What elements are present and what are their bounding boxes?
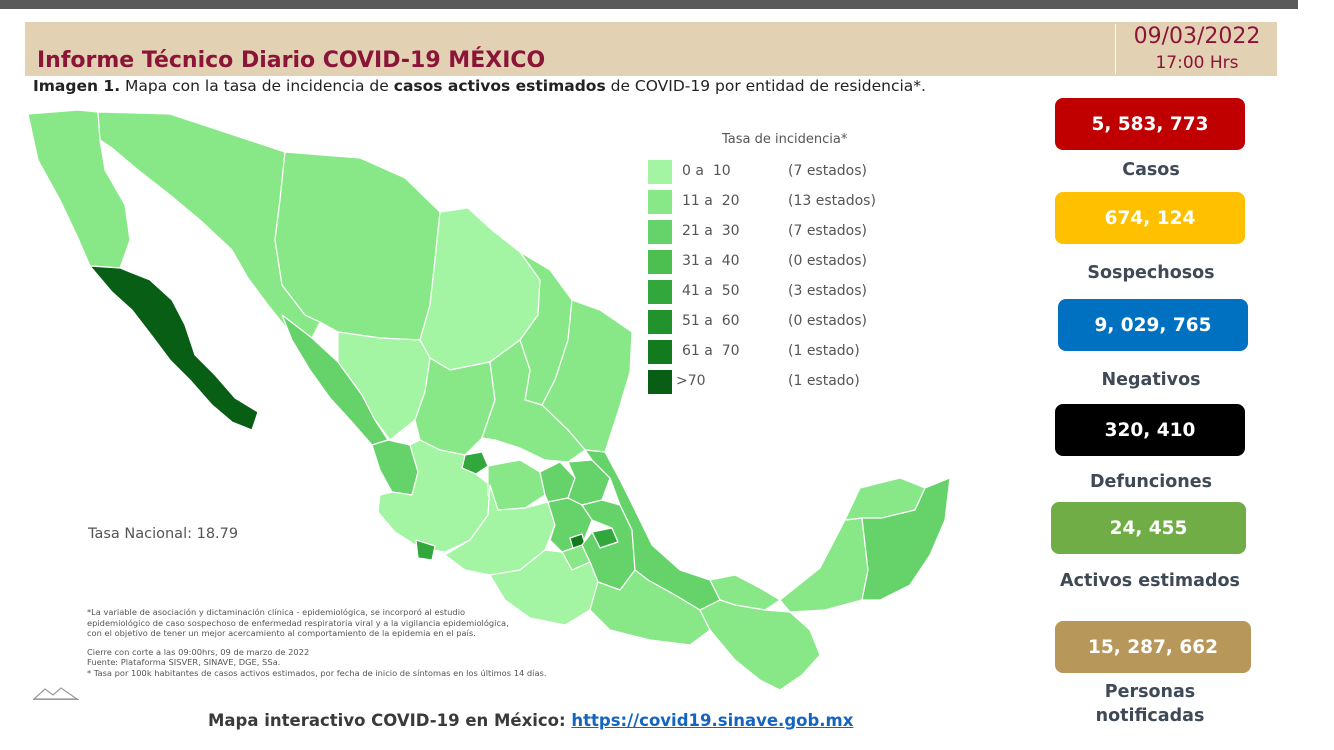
caption-text-2: de COVID-19 por entidad de residencia*. — [605, 77, 926, 95]
legend-range: 51 a 60 — [682, 313, 740, 329]
report-title: Informe Técnico Diario COVID-19 MÉXICO — [37, 48, 546, 73]
caption-prefix: Imagen 1. — [33, 77, 121, 95]
report-date: 09/03/2022 — [1133, 24, 1261, 49]
legend-count: (1 estado) — [788, 373, 860, 389]
legend-swatch — [648, 190, 672, 214]
stat-activos-value: 24, 455 — [1051, 502, 1246, 554]
stat-defunciones-label: Defunciones — [1089, 472, 1213, 492]
stat-notificadas-label: Personas notificadas — [1095, 682, 1205, 726]
state-quintana-roo — [861, 477, 951, 601]
legend-range: >70 — [676, 373, 706, 389]
mexico-incidence-map — [27, 109, 951, 691]
interactive-map-footer: Mapa interactivo COVID-19 en México: htt… — [208, 711, 853, 730]
stat-negativos-label: Negativos — [1101, 370, 1201, 390]
legend-range: 21 a 30 — [682, 223, 740, 239]
legend-count: (7 estados) — [788, 223, 868, 239]
legend-count: (1 estado) — [788, 343, 860, 359]
state-baja-california-sur — [89, 265, 259, 431]
footnote-line: epidemiológico de caso sospechoso de enf… — [87, 617, 509, 628]
legend-swatch — [648, 220, 672, 244]
legend-swatch — [648, 340, 672, 364]
stat-casos-label: Casos — [1122, 160, 1180, 180]
legend-range: 11 a 20 — [682, 193, 740, 209]
legend-swatch — [648, 370, 672, 394]
image-caption: Imagen 1. Mapa con la tasa de incidencia… — [33, 77, 926, 95]
state-jalisco — [377, 439, 491, 553]
caption-bold: casos activos estimados — [393, 77, 606, 95]
footer-label: Mapa interactivo COVID-19 en México: — [208, 711, 572, 730]
state-san-luis-potosi — [481, 339, 586, 463]
stat-casos-value: 5, 583, 773 — [1055, 98, 1245, 150]
stat-defunciones-value: 320, 410 — [1055, 404, 1245, 456]
report-time: 17:00 Hrs — [1155, 53, 1239, 73]
footnote-line: *La variable de asociación y dictaminaci… — [87, 607, 466, 617]
state-campeche — [779, 517, 869, 613]
caption-text-1: Mapa con la tasa de incidencia de — [120, 77, 394, 95]
state-guanajuato — [487, 459, 546, 511]
national-rate: Tasa Nacional: 18.79 — [88, 526, 239, 542]
legend-count: (7 estados) — [788, 163, 868, 179]
legend-swatch — [648, 250, 672, 274]
mountain-logo-icon — [33, 687, 79, 700]
legend-swatch — [648, 160, 672, 184]
header-divider — [1115, 24, 1116, 74]
state-guerrero — [489, 549, 599, 626]
interactive-map-link[interactable]: https://covid19.sinave.gob.mx — [571, 711, 854, 730]
footnote-line: * Tasa por 100k habitantes de casos acti… — [87, 667, 547, 678]
legend-swatch — [648, 280, 672, 304]
legend-count: (0 estados) — [788, 313, 868, 329]
legend-count: (13 estados) — [788, 193, 876, 209]
stat-sospechosos-label: Sospechosos — [1087, 263, 1215, 283]
top-bar — [0, 0, 1298, 9]
state-colima — [415, 539, 436, 561]
footnote-line: Fuente: Plataforma SISVER, SINAVE, DGE, … — [87, 657, 281, 667]
legend-swatch — [648, 310, 672, 334]
stat-sospechosos-value: 674, 124 — [1055, 192, 1245, 244]
report-header: Informe Técnico Diario COVID-19 MÉXICO 0… — [25, 22, 1277, 76]
stat-activos-label: Activos estimados — [1060, 571, 1240, 591]
footnotes: *La variable de asociación y dictaminaci… — [87, 607, 577, 678]
state-chiapas — [699, 599, 821, 691]
legend-range: 61 a 70 — [682, 343, 740, 359]
legend-range: 41 a 50 — [682, 283, 740, 299]
stat-negativos-value: 9, 029, 765 — [1058, 299, 1248, 351]
legend-title: Tasa de incidencia* — [722, 132, 848, 147]
legend-range: 31 a 40 — [682, 253, 740, 269]
footnote-line: Cierre con corte a las 09:00hrs, 09 de m… — [87, 646, 310, 657]
footnote-line: con el objetivo de tener un mejor acerca… — [87, 628, 476, 638]
stat-notificadas-value: 15, 287, 662 — [1055, 621, 1251, 673]
legend-count: (0 estados) — [788, 253, 868, 269]
legend-range: 0 a 10 — [682, 163, 731, 179]
legend-count: (3 estados) — [788, 283, 868, 299]
